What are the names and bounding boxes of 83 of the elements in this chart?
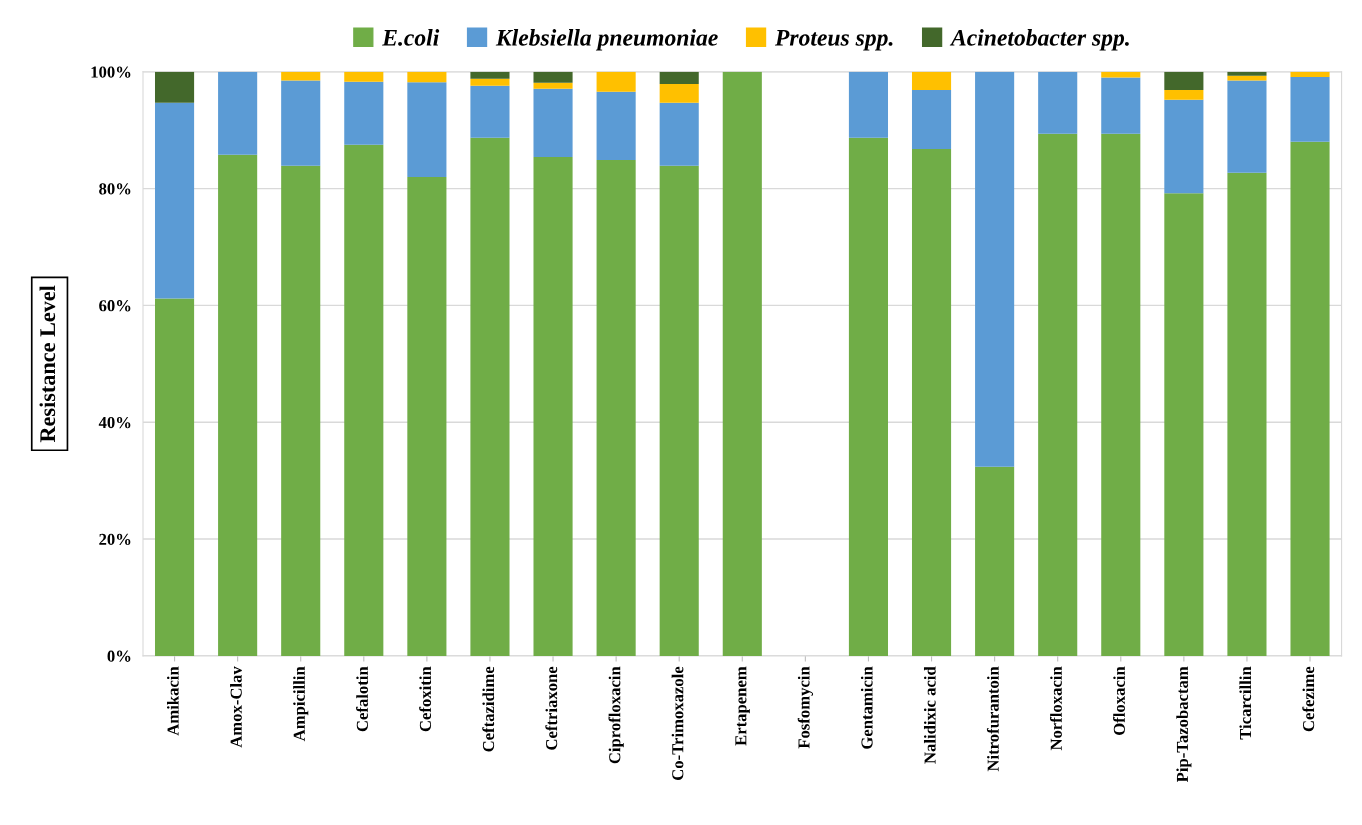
bar: [155, 102, 195, 299]
x-tick-label: Nitrofurantoin: [986, 666, 999, 772]
bar: [470, 78, 510, 86]
bar: [533, 88, 573, 158]
bar: [1227, 71, 1267, 76]
legend-label: Proteus spp.: [774, 30, 893, 51]
bar: [218, 154, 258, 656]
bar: [281, 71, 321, 81]
y-tick-label: 40%: [98, 416, 131, 429]
bar: [155, 298, 195, 656]
x-tick-label: Amox-Clav: [230, 666, 242, 748]
bar: [470, 85, 510, 138]
bar: [911, 148, 952, 656]
bar: [281, 80, 321, 166]
x-tick-label: Ticarcillin: [1239, 666, 1252, 740]
bar: [1164, 89, 1204, 100]
y-tick-label: 100%: [91, 66, 131, 78]
bar: [533, 157, 573, 656]
bar: [659, 71, 699, 85]
bar: [407, 71, 447, 83]
bar: [1101, 77, 1141, 134]
bar: [1290, 77, 1330, 142]
bar: [155, 71, 195, 103]
y-axis-title: Resistance Level: [39, 285, 56, 443]
x-tick-label: Ampicillin: [293, 666, 309, 742]
bar: [1227, 172, 1267, 656]
bar: [1164, 99, 1204, 194]
bar: [470, 71, 510, 79]
x-tick-label: Nalidixic acid: [923, 666, 936, 764]
y-tick-label: 60%: [99, 300, 131, 312]
bar: [596, 91, 636, 160]
bar: [281, 165, 321, 656]
bar: [407, 82, 447, 177]
legend-label: E.coli: [382, 29, 440, 46]
bar: [975, 466, 1015, 656]
bar: [596, 71, 636, 92]
bar: [1290, 141, 1330, 656]
x-tick-label: Co-Trimoxazole: [671, 666, 684, 780]
bar: [659, 165, 699, 656]
bar: [1164, 71, 1204, 90]
x-tick-label: Cefezime: [1302, 666, 1315, 732]
bar: [1038, 71, 1078, 134]
bar: [596, 159, 636, 656]
bar: [1227, 80, 1267, 173]
bar: [1101, 71, 1141, 78]
x-tick-label: Cefalotin: [356, 666, 368, 732]
y-tick-label: 0%: [107, 650, 131, 662]
bar: [848, 137, 889, 656]
bar: [1164, 193, 1204, 656]
x-tick-label: Pip-Tazobactam: [1176, 666, 1192, 783]
bar: [218, 71, 258, 155]
legend-label: Klebsiella pneumoniae: [495, 29, 718, 51]
bar: [344, 71, 384, 82]
bar: [1290, 71, 1330, 78]
x-tick-label: Fosfomycin: [797, 666, 814, 749]
x-tick-label: Amikacin: [166, 666, 179, 736]
legend-label: Acinetobacter spp.: [949, 29, 1129, 51]
x-tick-label: Norfloxacin: [1049, 666, 1062, 751]
y-tick-label: 20%: [99, 533, 131, 546]
bar: [1101, 133, 1141, 656]
bar: [1038, 133, 1078, 656]
bar: [344, 144, 384, 656]
x-tick-label: Ciprofloxacin: [608, 666, 624, 764]
bar: [911, 71, 952, 90]
bar: [659, 84, 699, 103]
bar: [659, 102, 699, 166]
bar: [533, 71, 573, 83]
bar: [344, 81, 384, 145]
bar: [533, 82, 573, 89]
x-tick-label: Ofloxacin: [1113, 666, 1125, 735]
x-tick-label: Ceftazidime: [482, 666, 495, 752]
bar: [1227, 75, 1267, 81]
bar: [470, 137, 510, 656]
bar: [722, 71, 762, 656]
x-tick-label: Ceftriaxone: [545, 666, 558, 750]
y-tick-label: 80%: [99, 183, 131, 195]
bar: [848, 71, 889, 138]
bar: [911, 89, 952, 149]
x-tick-label: Ertapenem: [735, 666, 750, 746]
bar: [407, 176, 447, 656]
x-tick-label: Gentamicin: [860, 666, 873, 749]
x-tick-label: Cefoxitin: [419, 666, 432, 732]
bar: [975, 71, 1015, 467]
